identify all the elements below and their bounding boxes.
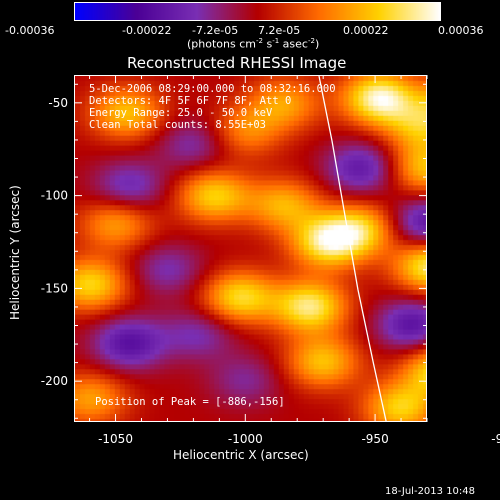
y-tick-label: -200 bbox=[41, 374, 68, 388]
plot-area: 5-Dec-2006 08:29:00.000 to 08:32:16.000 … bbox=[74, 75, 427, 422]
annotation-clean: Clean Total counts: 8.55E+03 bbox=[89, 119, 267, 131]
annotation-time-range: 5-Dec-2006 08:29:00.000 to 08:32:16.000 bbox=[89, 83, 336, 95]
colorbar-units: (photons cm-2 s-1 asec-2) bbox=[187, 37, 320, 51]
y-tick-label: -150 bbox=[41, 281, 68, 295]
colorbar-tick: -7.2e-05 bbox=[192, 24, 239, 37]
colorbar bbox=[74, 2, 441, 21]
annotation-peak: Position of Peak = [-886,-156] bbox=[95, 396, 285, 408]
colorbar-tick: 0.00036 bbox=[438, 24, 484, 37]
solar-limb-overlay bbox=[318, 76, 387, 421]
annotation-detectors: Detectors: 4F 5F 6F 7F 8F, Att 0 bbox=[89, 95, 292, 107]
colorbar-tick: 7.2e-05 bbox=[258, 24, 301, 37]
x-tick-label: -1000 bbox=[228, 432, 263, 446]
solar-limb-line bbox=[318, 76, 387, 421]
timestamp: 18-Jul-2013 10:48 bbox=[385, 486, 476, 497]
chart-title: Reconstructed RHESSI Image bbox=[127, 54, 347, 72]
rhessi-image-heatmap bbox=[75, 76, 426, 421]
y-axis-label: Heliocentric Y (arcsec) bbox=[8, 185, 22, 320]
x-tick-label: -950 bbox=[361, 432, 388, 446]
colorbar-tick: -0.00022 bbox=[122, 24, 172, 37]
annotation-energy: Energy Range: 25.0 - 50.0 keV bbox=[89, 107, 273, 119]
colorbar-tick: 0.00022 bbox=[343, 24, 389, 37]
y-tick-label: -100 bbox=[41, 189, 68, 203]
x-tick-label: -900 bbox=[491, 432, 500, 446]
x-axis-label: Heliocentric X (arcsec) bbox=[173, 448, 309, 462]
colorbar-tick: -0.00036 bbox=[5, 24, 55, 37]
x-tick-label: -1050 bbox=[98, 432, 133, 446]
y-tick-label: -50 bbox=[48, 96, 68, 110]
